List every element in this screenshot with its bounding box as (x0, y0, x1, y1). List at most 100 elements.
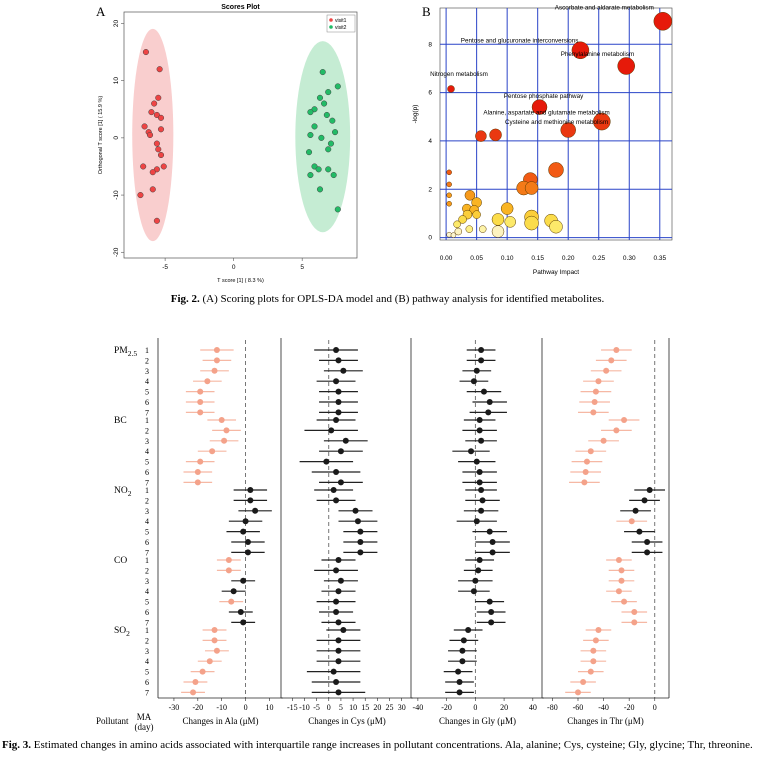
estimate-point (333, 679, 340, 685)
estimate-point (583, 458, 590, 465)
estimate-point (480, 388, 487, 395)
estimate-point (473, 367, 480, 374)
estimate-point (335, 689, 342, 696)
y-tick-label: 0 (428, 235, 432, 242)
pathway-point (464, 190, 476, 201)
estimate-point (460, 637, 467, 644)
pathway-label: Nitrogen metabolism (430, 71, 488, 78)
estimate-point (337, 577, 344, 584)
estimate-point (335, 357, 342, 364)
x-tick-label: 0 (327, 703, 331, 712)
estimate-point (473, 458, 480, 465)
pathway-point (446, 169, 452, 176)
estimate-point (337, 479, 344, 486)
estimate-point (486, 598, 493, 605)
visit2-point (334, 206, 341, 213)
estimate-point (211, 367, 218, 374)
estimate-point (333, 417, 340, 423)
ma-day-label: 6 (145, 538, 149, 547)
estimate-point (337, 448, 344, 455)
pollutant-label: SO2 (114, 626, 130, 638)
estimate-point (582, 469, 589, 475)
pathway-point (454, 227, 463, 236)
estimate-point (632, 507, 639, 514)
visit2-point (321, 100, 328, 107)
y-axis-label: -log(p) (412, 105, 419, 124)
estimate-point (478, 347, 485, 353)
ma-day-label: 4 (145, 587, 149, 596)
ma-day-label: 7 (145, 548, 149, 557)
estimate-point (197, 409, 204, 416)
legend-label: visit1 (335, 18, 347, 24)
visit2-point (305, 149, 313, 156)
estimate-point (587, 448, 594, 455)
estimate-point (247, 487, 254, 493)
x-axis-label: Changes in Thr (μM) (567, 716, 643, 726)
visit2-point (325, 146, 332, 153)
x-tick-label: -30 (169, 703, 180, 712)
pathway-point (478, 225, 487, 233)
pathway-point (617, 57, 635, 75)
fig3-caption: Fig. 3. Estimated changes in amino acids… (2, 738, 773, 752)
visit2-point (327, 140, 335, 147)
x-tick-label: -5 (313, 703, 320, 712)
estimate-point (335, 588, 342, 595)
estimate-point (590, 647, 597, 654)
estimate-point (206, 658, 213, 665)
estimate-point (354, 518, 361, 525)
visit1-point (153, 140, 160, 147)
x-tick-label: 0.15 (531, 255, 544, 262)
visit1-point (153, 111, 160, 119)
ma-day-label: 5 (145, 668, 149, 677)
estimate-point (335, 557, 342, 563)
ma-day-label: 5 (145, 598, 149, 607)
visit2-point (307, 109, 314, 116)
estimate-point (218, 417, 225, 423)
panel-a-letter: A (96, 4, 106, 19)
estimate-point (333, 497, 340, 504)
estimate-point (333, 347, 340, 353)
x-tick-label: 20 (373, 703, 381, 712)
estimate-point (473, 518, 480, 525)
visit1-point (155, 146, 162, 153)
ma-day-label: 6 (145, 678, 149, 687)
estimate-point (615, 588, 622, 595)
estimate-point (472, 577, 479, 584)
x-tick-label: 30 (398, 703, 406, 712)
x-tick-label: -40 (598, 703, 609, 712)
estimate-point (641, 497, 648, 504)
estimate-point (223, 427, 230, 434)
estimate-point (476, 427, 483, 434)
x-tick-label: -40 (413, 703, 424, 712)
x-tick-label: 0.00 (440, 255, 453, 262)
ma-day-label: 1 (145, 346, 149, 355)
estimate-point (247, 497, 254, 504)
visit2-point (334, 83, 341, 90)
pathway-point (446, 192, 452, 199)
scores-plot: Scores Plot -5 0 5 -20 -10 0 10 20 T score [1] ( … (98, 4, 358, 284)
estimate-point (335, 619, 342, 626)
ma-day-label: 3 (145, 367, 149, 376)
pathway-label: Pentose phosphate pathway (504, 93, 584, 100)
estimate-point (646, 487, 653, 493)
fig3-caption-text: Estimated changes in amino acids associa… (31, 739, 753, 751)
y-tick-label: 10 (113, 77, 120, 85)
visit2-point (323, 111, 330, 119)
estimate-point (478, 507, 485, 514)
chart-title: Scores Plot (221, 4, 260, 11)
estimate-point (595, 627, 602, 633)
fig2-caption-text: (A) Scoring plots for OPLS-DA model and … (199, 293, 605, 305)
x-tick-label: 10 (265, 703, 273, 712)
pathway-label: Pentose and glucuronate interconversions (461, 37, 579, 44)
pathway-point (560, 122, 576, 138)
visit2-point (316, 186, 324, 193)
x-tick-label: 0 (473, 703, 477, 712)
pollutant-label: BC (114, 416, 127, 426)
estimate-point (592, 637, 599, 644)
ma-day-label: 3 (145, 507, 149, 516)
estimate-point (488, 619, 495, 626)
x-axis-label: Changes in Cys (μM) (308, 716, 386, 726)
estimate-point (240, 619, 247, 626)
estimate-point (213, 357, 220, 364)
estimate-point (190, 689, 197, 696)
